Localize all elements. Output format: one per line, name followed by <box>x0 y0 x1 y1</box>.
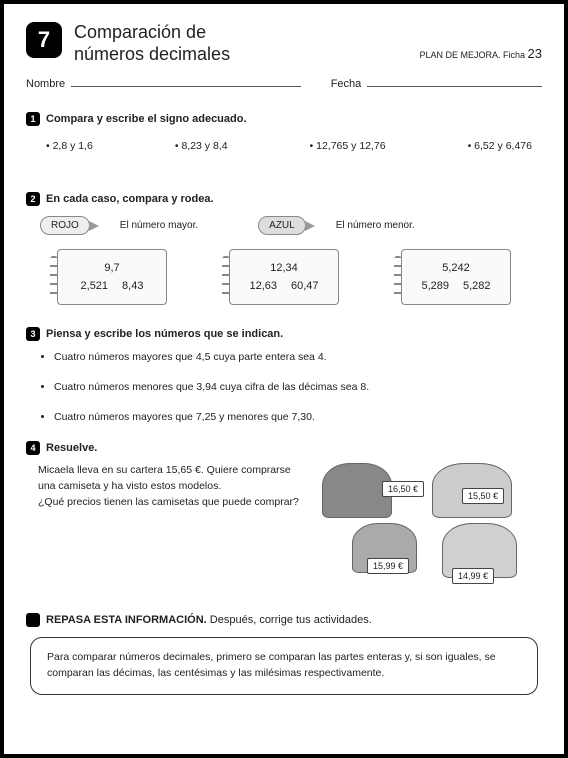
ex2-badge: 2 <box>26 192 40 206</box>
price-tag: 15,50 € <box>462 488 504 504</box>
ex2-notes: 9,7 2,521 8,43 12,34 12,63 60,47 5,242 5… <box>26 249 542 305</box>
rojo-tag: ROJO <box>40 216 90 235</box>
note-top: 5,242 <box>442 262 470 274</box>
ex1-item: 6,52 y 6,476 <box>468 140 532 152</box>
review-box: Para comparar números decimales, primero… <box>30 637 538 695</box>
fecha-field: Fecha <box>331 75 542 90</box>
price-tag: 16,50 € <box>382 481 424 497</box>
exercise-4: 4 Resuelve. Micaela lleva en su cartera … <box>26 441 542 593</box>
ex2-title: En cada caso, compara y rodea. <box>46 193 214 205</box>
ex3-badge: 3 <box>26 327 40 341</box>
ex3-item: Cuatro números menores que 3,94 cuya cif… <box>54 381 542 393</box>
ex3-item: Cuatro números mayores que 4,5 cuya part… <box>54 351 542 363</box>
note-val: 2,521 <box>81 280 109 292</box>
review-title-bold: REPASA ESTA INFORMACIÓN. <box>46 614 207 626</box>
nombre-field: Nombre <box>26 75 301 90</box>
note-top: 12,34 <box>270 262 298 274</box>
nombre-label: Nombre <box>26 78 65 90</box>
ex4-line3: ¿Qué precios tienen las camisetas que pu… <box>38 495 302 511</box>
ex1-title: Compara y escribe el signo adecuado. <box>46 113 247 125</box>
ex2-legend: ROJO El número mayor. AZUL El número men… <box>40 216 542 235</box>
exercise-2: 2 En cada caso, compara y rodea. ROJO El… <box>26 192 542 305</box>
azul-tag: AZUL <box>258 216 306 235</box>
ex1-head: 1 Compara y escribe el signo adecuado. <box>26 112 542 126</box>
note-card: 9,7 2,521 8,43 <box>57 249 167 305</box>
ex3-list: Cuatro números mayores que 4,5 cuya part… <box>54 351 542 423</box>
azul-label: El número menor. <box>336 220 415 231</box>
title-line1: Comparación de <box>74 22 408 44</box>
note-val: 5,282 <box>463 280 491 292</box>
header: 7 Comparación de números decimales PLAN … <box>26 22 542 65</box>
ex1-item: 8,23 y 8,4 <box>175 140 228 152</box>
review-head: REPASA ESTA INFORMACIÓN. Después, corrig… <box>26 613 542 627</box>
ex4-line1: Micaela lleva en su cartera 15,65 €. Qui… <box>38 463 302 479</box>
note-top: 9,7 <box>104 262 119 274</box>
ex4-body: Micaela lleva en su cartera 15,65 €. Qui… <box>26 463 542 593</box>
fecha-input-line[interactable] <box>367 75 542 87</box>
note-val: 60,47 <box>291 280 319 292</box>
note-bottom: 2,521 8,43 <box>81 280 144 292</box>
ex4-title: Resuelve. <box>46 442 97 454</box>
exercise-1: 1 Compara y escribe el signo adecuado. 2… <box>26 112 542 152</box>
ex1-badge: 1 <box>26 112 40 126</box>
price-tag: 14,99 € <box>452 568 494 584</box>
note-val: 8,43 <box>122 280 143 292</box>
ficha-number: 23 <box>528 46 542 61</box>
ex4-line2: una camiseta y ha visto estos modelos. <box>38 479 302 495</box>
ex1-item: 12,765 y 12,76 <box>310 140 386 152</box>
lesson-number-badge: 7 <box>26 22 62 58</box>
title-line2: números decimales <box>74 44 408 66</box>
ex3-title: Piensa y escribe los números que se indi… <box>46 328 283 340</box>
review-badge-icon <box>26 613 40 627</box>
price-tag: 15,99 € <box>367 558 409 574</box>
plan-prefix: PLAN DE MEJORA. Ficha <box>420 50 528 60</box>
note-val: 12,63 <box>249 280 277 292</box>
ex1-items: 2,8 y 1,6 8,23 y 8,4 12,765 y 12,76 6,52… <box>46 140 532 152</box>
shirts-illustration: 16,50 € 15,50 € 15,99 € 14,99 € <box>312 463 542 593</box>
note-card: 5,242 5,289 5,282 <box>401 249 511 305</box>
ex4-text: Micaela lleva en su cartera 15,65 €. Qui… <box>38 463 302 593</box>
ex4-head: 4 Resuelve. <box>26 441 542 455</box>
note-bottom: 12,63 60,47 <box>249 280 318 292</box>
review-title-rest: Después, corrige tus actividades. <box>207 614 372 626</box>
rojo-label: El número mayor. <box>120 220 198 231</box>
note-bottom: 5,289 5,282 <box>421 280 490 292</box>
page-title: Comparación de números decimales <box>74 22 408 65</box>
fecha-label: Fecha <box>331 78 362 90</box>
name-date-row: Nombre Fecha <box>26 75 542 90</box>
ex3-head: 3 Piensa y escribe los números que se in… <box>26 327 542 341</box>
ex3-item: Cuatro números mayores que 7,25 y menore… <box>54 411 542 423</box>
nombre-input-line[interactable] <box>71 75 301 87</box>
plan-label: PLAN DE MEJORA. Ficha 23 <box>420 46 543 61</box>
exercise-3: 3 Piensa y escribe los números que se in… <box>26 327 542 423</box>
ex1-item: 2,8 y 1,6 <box>46 140 93 152</box>
note-val: 5,289 <box>421 280 449 292</box>
note-card: 12,34 12,63 60,47 <box>229 249 339 305</box>
ex2-head: 2 En cada caso, compara y rodea. <box>26 192 542 206</box>
ex4-badge: 4 <box>26 441 40 455</box>
